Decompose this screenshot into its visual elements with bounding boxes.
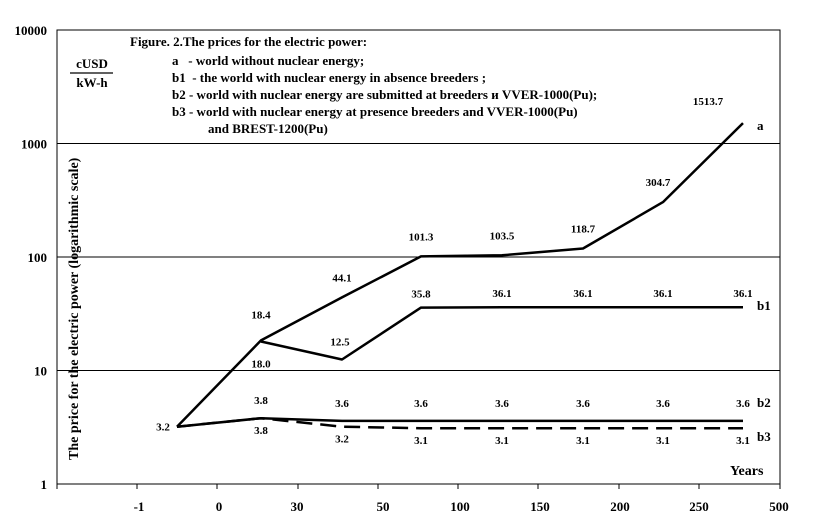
series-name-b2: b2 [757, 395, 771, 410]
data-label-b1: 12.5 [330, 337, 350, 349]
y-axis-label: The price for the electric power (logari… [67, 157, 82, 460]
caption-b3-cont: and BREST-1200(Pu) [208, 121, 328, 136]
data-label-a: 103.5 [490, 230, 515, 242]
data-labels: 18.4 44.1 101.3 103.5 118.7 304.7 1513.7 a 18.0 1… [156, 96, 771, 447]
series-name-b1: b1 [757, 298, 771, 313]
data-label-b2: 3.6 [656, 398, 670, 410]
data-label-b1: 35.8 [411, 289, 431, 301]
x-tick-label: 150 [530, 499, 550, 514]
data-label-a: 18.4 [251, 309, 271, 321]
caption-title: Figure. 2.The prices for the electric po… [130, 34, 367, 49]
series-line-b1 [260, 305, 743, 361]
data-label-b3: 3.1 [736, 435, 750, 447]
caption-b1: b1 - the world with nuclear energy in ab… [172, 70, 486, 85]
series-line-b3 [176, 416, 743, 430]
caption-b2: b2 - world with nuclear energy are submi… [172, 87, 597, 102]
data-label-b2: 3.6 [335, 398, 349, 410]
axes: 10000 1000 100 10 1 -1 0 30 50 100 150 200 250 500 [15, 23, 789, 514]
data-label-a: 101.3 [409, 231, 434, 243]
data-label-b2: 3.6 [414, 398, 428, 410]
data-label-a: 118.7 [571, 224, 596, 236]
chart-text: cUSD kW-h Figure. 2.The prices for the e… [67, 34, 764, 479]
y-tick-label: 100 [28, 250, 48, 265]
data-label-b2: 3.6 [736, 398, 750, 410]
y-tick-label: 10000 [15, 23, 48, 38]
data-label-b2: 3.6 [576, 398, 590, 410]
x-tick-label: -1 [134, 499, 145, 514]
unit-numerator: cUSD [76, 56, 108, 71]
y-tick-label: 10 [34, 364, 47, 379]
data-label-b3: 3.1 [495, 435, 509, 447]
data-label-a: 1513.7 [693, 96, 724, 108]
series-line-a [176, 122, 744, 428]
series-name-b3: b3 [757, 429, 771, 444]
data-label-b1: 18.0 [251, 359, 271, 371]
x-tick-label: 500 [769, 499, 789, 514]
series-lines [176, 122, 744, 430]
x-tick-label: 250 [689, 499, 709, 514]
unit-denominator: kW-h [76, 75, 108, 90]
data-label-b3: 3.1 [414, 435, 428, 447]
data-label-b3: 3.2 [335, 434, 349, 446]
x-tick-label: 200 [610, 499, 630, 514]
x-tick-label: 0 [216, 499, 223, 514]
data-label-a: 44.1 [332, 272, 351, 284]
data-label-b3: 3.8 [254, 425, 268, 437]
data-label-b1: 36.1 [733, 288, 752, 300]
caption-a: a - world without nuclear energy; [172, 53, 364, 68]
data-label-b2: 3.2 [156, 422, 170, 434]
data-label-b1: 36.1 [573, 288, 592, 300]
plot-frame [56, 29, 781, 485]
data-label-b3: 3.1 [576, 435, 590, 447]
data-label-b1: 36.1 [653, 288, 672, 300]
y-tick-label: 1000 [21, 137, 47, 152]
data-label-b3: 3.1 [656, 435, 670, 447]
x-tick-label: 30 [291, 499, 304, 514]
x-tick-label: 50 [377, 499, 390, 514]
y-tick-label: 1 [41, 477, 48, 492]
x-axis-label: Years [730, 464, 764, 479]
caption-b3: b3 - world with nuclear energy at presen… [172, 104, 578, 119]
data-label-b2: 3.8 [254, 395, 268, 407]
x-tick-label: 100 [450, 499, 470, 514]
data-label-a: 304.7 [646, 177, 671, 189]
series-name-a: a [757, 118, 764, 133]
data-label-b1: 36.1 [492, 288, 511, 300]
data-label-b2: 3.6 [495, 398, 509, 410]
